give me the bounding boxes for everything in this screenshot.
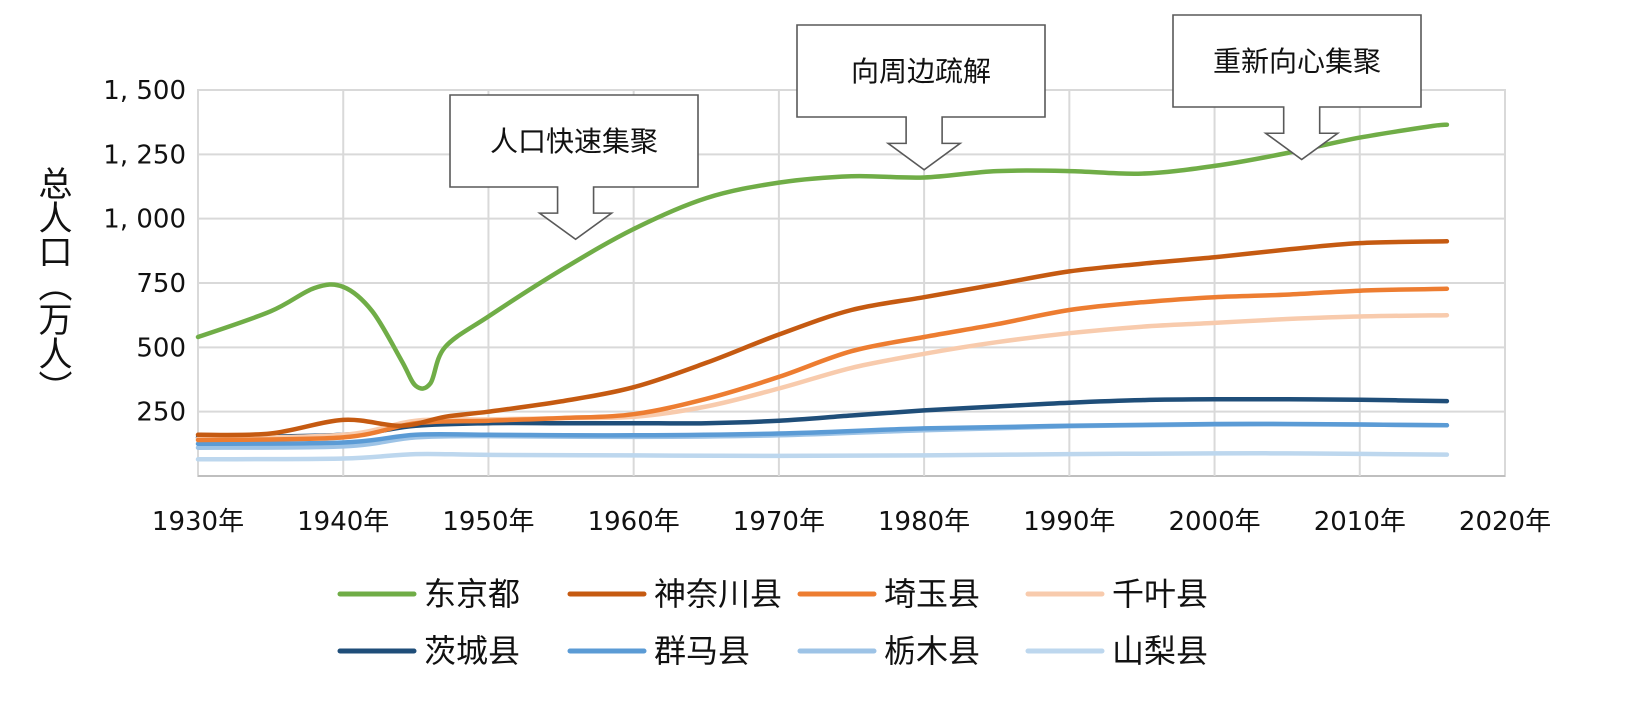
series-line: [195, 122, 1450, 391]
x-tick-label: 2020年: [1459, 507, 1551, 537]
series-line: [195, 239, 1450, 438]
series-line: [195, 396, 1450, 440]
x-tick-label: 1940年: [297, 507, 389, 537]
legend-label: 群马县: [654, 632, 750, 670]
x-tick-label: 2000年: [1168, 507, 1260, 537]
x-tick-label: 1930年: [152, 507, 244, 537]
legend-label: 栃木县: [884, 632, 980, 670]
series-line: [195, 421, 1450, 447]
y-tick-label: 500: [136, 333, 186, 363]
annotation-text: 人口快速集聚: [490, 125, 658, 158]
x-tick-label: 2010年: [1314, 507, 1406, 537]
x-tick-label: 1950年: [442, 507, 534, 537]
series-line: [195, 451, 1450, 462]
x-tick-label: 1960年: [588, 507, 680, 537]
annotation-text: 重新向心集聚: [1213, 45, 1381, 78]
y-axis-label: 总人口（万人）: [32, 166, 72, 404]
annotation-text: 向周边疏解: [851, 55, 991, 88]
y-tick-label: 1, 500: [103, 76, 186, 106]
legend-label: 东京都: [424, 575, 520, 613]
x-tick-label: 1980年: [878, 507, 970, 537]
callout-box: [796, 24, 1046, 171]
x-tick-label: 1990年: [1023, 507, 1115, 537]
y-tick-label: 1, 000: [103, 205, 186, 235]
callout-box: [1172, 14, 1422, 161]
legend-label: 埼玉县: [884, 575, 980, 613]
callouts: 人口快速集聚 向周边疏解 重新向心集聚: [449, 14, 1422, 241]
y-axis-ticks: 250 500 750 1, 000 1, 250 1, 500: [103, 76, 186, 428]
legend-label: 山梨县: [1112, 632, 1208, 670]
y-tick-label: 1, 250: [103, 140, 186, 170]
series-line: [195, 286, 1450, 443]
series-lines: [195, 122, 1450, 462]
legend-label: 神奈川县: [654, 575, 782, 613]
y-tick-label: 750: [136, 269, 186, 299]
y-tick-label: 250: [136, 398, 186, 428]
x-tick-label: 1970年: [733, 507, 825, 537]
callout-box: [449, 94, 699, 241]
x-axis-ticks: 1930年 1940年 1950年 1960年 1970年 1980年 1990年 2000年…: [152, 507, 1551, 537]
legend-label: 千叶县: [1112, 575, 1208, 613]
legend-label: 茨城县: [424, 632, 520, 670]
